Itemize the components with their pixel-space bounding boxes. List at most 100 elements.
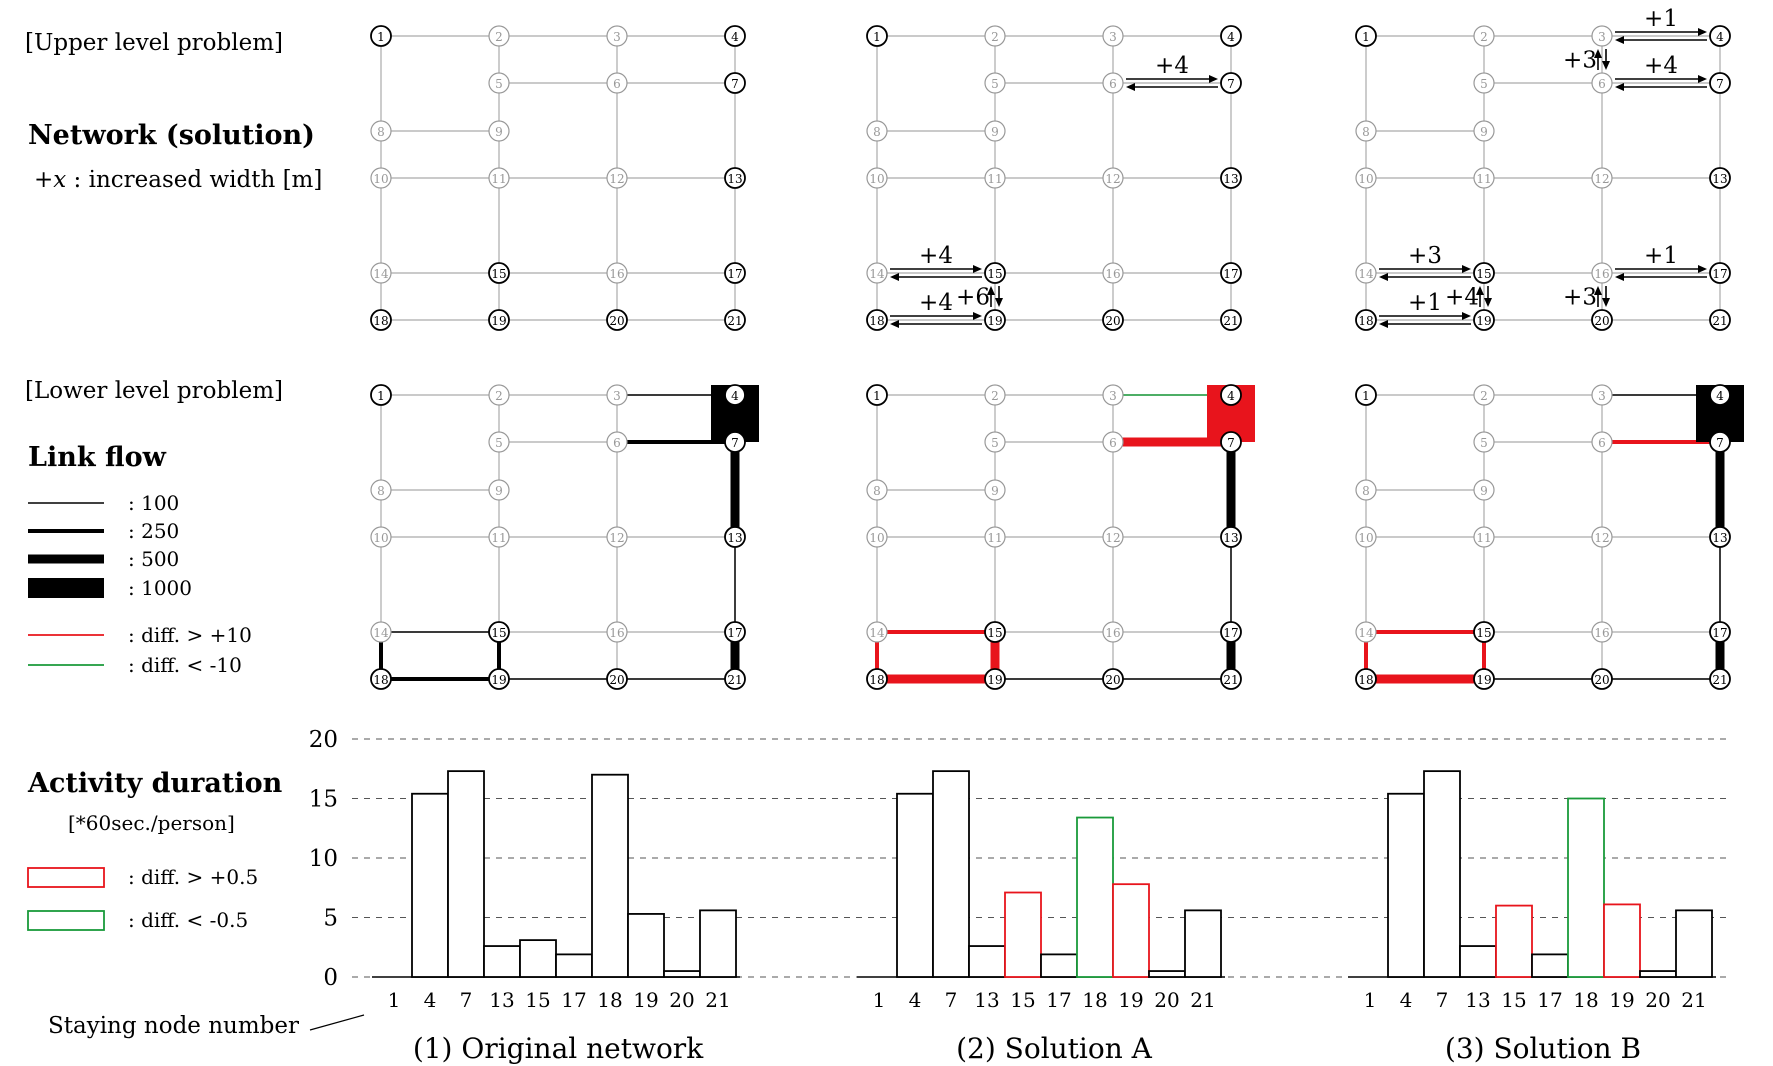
bar xyxy=(591,773,629,978)
x-tick-label: 18 xyxy=(1082,988,1107,1012)
bar-series-3: 1 4 7 13 15 17 18 19 20 21 xyxy=(1348,770,1716,1012)
node-circle xyxy=(606,167,628,189)
node-circle xyxy=(370,479,392,501)
node-circle xyxy=(1102,384,1124,406)
node-circle xyxy=(724,167,746,189)
arrow-head xyxy=(1698,75,1707,83)
node-circle xyxy=(1591,384,1613,406)
node-label: 21 xyxy=(1223,673,1238,687)
x-tick-label: 1 xyxy=(873,988,886,1012)
node-label: 10 xyxy=(1358,531,1373,545)
node-circle xyxy=(1355,621,1377,643)
staying-node-label: Staying node number xyxy=(48,1013,299,1039)
bar xyxy=(1459,945,1497,978)
node-circle xyxy=(1591,621,1613,643)
node-label: 14 xyxy=(1358,267,1374,281)
node-circle xyxy=(984,72,1006,94)
arrow-head xyxy=(1209,75,1218,83)
x-tick-label: 1 xyxy=(1364,988,1377,1012)
x-tick-label: 19 xyxy=(633,988,658,1012)
node-circle xyxy=(1709,262,1731,284)
x-tick-label: 19 xyxy=(1609,988,1634,1012)
node-label: 12 xyxy=(609,172,624,186)
node-label: 15 xyxy=(491,267,506,281)
node-circle xyxy=(1473,431,1495,453)
node-label: 17 xyxy=(1223,626,1238,640)
node-circle xyxy=(1355,479,1377,501)
node-circle xyxy=(724,309,746,331)
node-circle xyxy=(1355,25,1377,47)
bar xyxy=(1675,909,1713,978)
x-tick-label: 17 xyxy=(561,988,586,1012)
node-circle xyxy=(1102,431,1124,453)
node-label: 4 xyxy=(731,389,739,403)
node-label: 7 xyxy=(1227,77,1235,91)
node-label: 20 xyxy=(609,314,624,328)
node-label: 20 xyxy=(1594,314,1609,328)
node-label: 15 xyxy=(987,267,1002,281)
node-label: 8 xyxy=(873,125,881,139)
node-label: 10 xyxy=(869,172,884,186)
node-label: 8 xyxy=(377,484,385,498)
node-circle xyxy=(724,262,746,284)
node-label: 16 xyxy=(1594,626,1609,640)
node-circle xyxy=(1220,384,1242,406)
node-circle xyxy=(1220,262,1242,284)
node-circle xyxy=(866,384,888,406)
node-label: 11 xyxy=(491,531,506,545)
bar xyxy=(932,770,970,978)
node-label: 8 xyxy=(1362,125,1370,139)
bar xyxy=(519,939,557,978)
node-circle xyxy=(724,72,746,94)
node-label: 6 xyxy=(613,77,621,91)
legend-swatch xyxy=(27,867,105,888)
node-circle xyxy=(984,120,1006,142)
node-circle xyxy=(370,309,392,331)
node-label: 4 xyxy=(1227,389,1235,403)
node-label: 9 xyxy=(991,484,999,498)
bar xyxy=(447,770,485,978)
node-circle xyxy=(1355,309,1377,331)
width-increase-label: +4 xyxy=(919,290,953,316)
node-circle xyxy=(488,167,510,189)
node-circle xyxy=(1220,167,1242,189)
legend-label: : diff. < -10 xyxy=(128,653,242,677)
bar xyxy=(1004,891,1042,978)
legend-label: : diff. < -0.5 xyxy=(128,908,248,932)
node-label: 9 xyxy=(495,125,503,139)
node-label: 14 xyxy=(373,626,389,640)
network-subtitle-rest: : increased width [m] xyxy=(66,167,322,193)
node-label: 1 xyxy=(1362,30,1370,44)
x-tick-label: 17 xyxy=(1046,988,1071,1012)
node-label: 16 xyxy=(1105,626,1120,640)
node-label: 17 xyxy=(727,626,742,640)
bar xyxy=(483,945,521,978)
x-tick-label: 20 xyxy=(1154,988,1179,1012)
node-label: 1 xyxy=(377,30,385,44)
arrow-head xyxy=(1476,286,1484,295)
node-circle xyxy=(488,25,510,47)
legend-swatch xyxy=(28,578,104,598)
node-label: 12 xyxy=(1594,531,1609,545)
arrow-head xyxy=(1615,273,1624,281)
width-increase-label: +4 xyxy=(1644,53,1678,79)
node-label: 12 xyxy=(609,531,624,545)
node-label: 3 xyxy=(1598,389,1606,403)
node-label: 14 xyxy=(1358,626,1374,640)
node-circle xyxy=(606,25,628,47)
node-circle xyxy=(1102,25,1124,47)
node-circle xyxy=(1591,431,1613,453)
node-circle xyxy=(1473,120,1495,142)
node-circle xyxy=(1220,431,1242,453)
x-tick-label: 20 xyxy=(669,988,694,1012)
node-label: 4 xyxy=(1716,30,1724,44)
node-label: 5 xyxy=(1480,436,1488,450)
node-circle xyxy=(724,384,746,406)
node-circle xyxy=(1473,262,1495,284)
node-circle xyxy=(1709,167,1731,189)
y-tick-label: 20 xyxy=(309,727,338,753)
node-label: 21 xyxy=(1223,314,1238,328)
